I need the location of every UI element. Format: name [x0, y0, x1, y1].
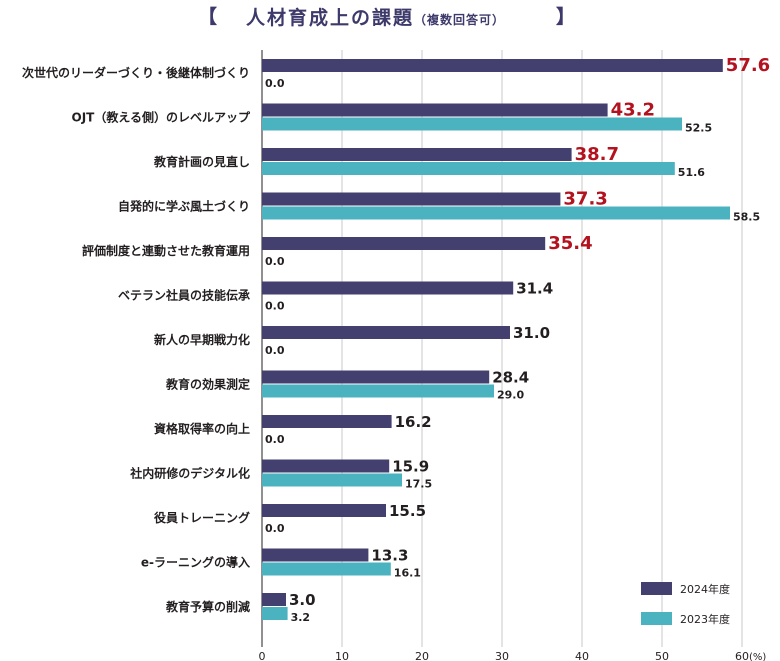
chart-title-text: 人材育成上の課題（複数回答可） [246, 3, 505, 30]
data-label-2024: 3.0 [289, 591, 316, 609]
category-label: ベテラン社員の技能伝承 [118, 288, 250, 303]
data-label-2024: 15.9 [392, 458, 429, 476]
data-label-2024: 57.6 [726, 55, 770, 76]
chart-title-main: 人材育成上の課題 [246, 7, 415, 29]
data-label-2024: 35.4 [548, 233, 592, 254]
data-label-2024: 38.7 [575, 144, 619, 165]
data-label-2024: 37.3 [563, 189, 607, 210]
data-label-2024: 15.5 [389, 502, 426, 520]
category-label: 評価制度と連動させた教育運用 [82, 243, 250, 258]
bar-2024 [262, 148, 572, 161]
bar-2024 [262, 237, 546, 250]
category-label: 次世代のリーダーづくり・後継体制づくり [22, 65, 250, 80]
data-label-2023: 0.0 [265, 433, 285, 446]
x-tick-label: 40 [575, 650, 589, 661]
data-label-2023: 52.5 [685, 122, 712, 135]
bar-2024 [262, 370, 490, 384]
data-label-2024: 13.3 [371, 547, 408, 565]
data-label-2024: 16.2 [395, 413, 432, 431]
chart-subtitle: （複数回答可） [414, 13, 506, 27]
data-label-2023: 29.0 [497, 389, 524, 402]
data-label-2024: 31.4 [516, 280, 553, 298]
x-tick-label: 60 [735, 650, 749, 661]
data-label-2024: 28.4 [492, 369, 529, 387]
chart-title: 【 人材育成上の課題（複数回答可） 】 [0, 2, 780, 29]
category-label: OJT（教える側）のレベルアップ [72, 110, 251, 125]
category-label: 社内研修のデジタル化 [129, 466, 250, 481]
bar-2024 [262, 192, 561, 206]
bar-2023 [262, 473, 402, 487]
category-label: 教育予算の削減 [165, 599, 250, 614]
data-label-2024: 43.2 [611, 100, 655, 121]
category-label: 教育計画の見直し [153, 154, 250, 169]
x-tick-label: 20 [415, 650, 429, 661]
bar-2024 [262, 548, 369, 562]
category-label: 自発的に学ぶ風土づくり [118, 199, 250, 214]
x-tick-label: 50 [655, 650, 669, 661]
data-label-2023: 0.0 [265, 255, 285, 268]
data-label-2023: 3.2 [291, 611, 311, 624]
data-label-2023: 51.6 [678, 166, 705, 179]
x-tick-label: 10 [335, 650, 349, 661]
title-close-bracket: 】 [556, 6, 576, 28]
bar-2024 [262, 103, 608, 117]
x-tick-label: 30 [495, 650, 509, 661]
data-label-2024: 31.0 [513, 324, 550, 342]
bar-2024 [262, 415, 392, 428]
data-label-2023: 0.0 [265, 522, 285, 535]
bar-2024 [262, 593, 286, 606]
bar-2023 [262, 607, 288, 620]
category-label: 資格取得率の向上 [154, 421, 250, 436]
bar-2024 [262, 504, 386, 517]
data-label-2023: 0.0 [265, 344, 285, 357]
data-label-2023: 58.5 [733, 211, 760, 224]
title-open-bracket: 【 [198, 6, 218, 28]
data-label-2023: 16.1 [394, 567, 421, 580]
bar-2024 [262, 326, 510, 339]
bar-2024 [262, 459, 390, 473]
legend-label-2024: 2024年度 [680, 582, 730, 596]
bar-2023 [262, 162, 675, 175]
bar-2024 [262, 59, 723, 72]
category-label: 教育の効果測定 [165, 377, 250, 392]
legend-swatch-2023 [641, 612, 672, 625]
data-label-2023: 0.0 [265, 300, 285, 313]
bar-2023 [262, 384, 494, 398]
x-unit-label: (%) [749, 652, 766, 661]
legend-swatch-2024 [641, 582, 672, 595]
data-label-2023: 17.5 [405, 478, 432, 491]
x-tick-label: 0 [259, 650, 266, 661]
data-label-2023: 0.0 [265, 77, 285, 90]
category-label: 役員トレーニング [154, 510, 250, 525]
category-label: e-ラーニングの導入 [141, 555, 250, 570]
bar-2023 [262, 206, 730, 220]
bar-2024 [262, 281, 514, 295]
category-label: 新人の早期戦力化 [154, 332, 250, 347]
legend-label-2023: 2023年度 [680, 612, 730, 626]
bar-2023 [262, 117, 682, 131]
bar-2023 [262, 562, 391, 576]
